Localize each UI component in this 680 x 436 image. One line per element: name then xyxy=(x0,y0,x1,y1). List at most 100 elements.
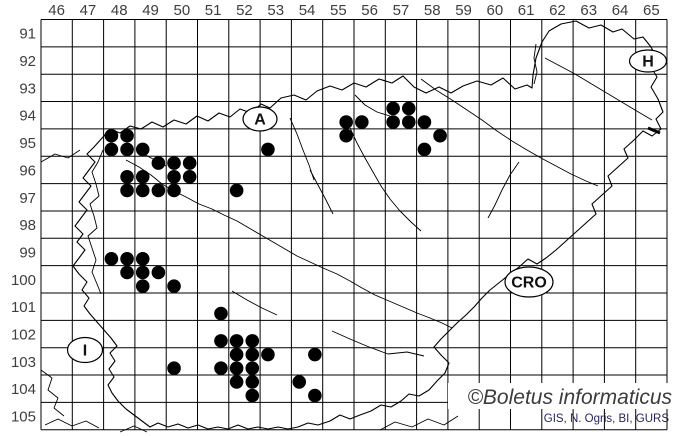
column-label: 48 xyxy=(111,2,128,19)
occurrence-dot xyxy=(135,265,150,280)
column-label: 63 xyxy=(580,2,597,19)
column-label: 57 xyxy=(393,2,410,19)
occurrence-dot xyxy=(386,101,400,116)
occurrence-dot xyxy=(245,361,260,376)
occurrence-dot xyxy=(245,375,260,389)
column-label: 52 xyxy=(236,2,253,19)
occurrence-dot xyxy=(120,265,134,280)
occurrence-dot xyxy=(120,252,134,266)
occurrence-dot xyxy=(120,128,134,143)
occurrence-dot xyxy=(104,128,119,143)
occurrence-dot xyxy=(151,156,166,170)
column-label: 53 xyxy=(267,2,284,19)
column-label: 50 xyxy=(174,2,191,19)
column-label: 47 xyxy=(80,2,97,19)
occurrence-dot xyxy=(104,142,119,157)
occurrence-dot xyxy=(245,388,260,403)
occurrence-dot xyxy=(229,347,244,362)
column-label: 49 xyxy=(142,2,159,19)
country-label-H: H xyxy=(642,54,654,71)
occurrence-dot xyxy=(167,279,181,293)
column-label: 65 xyxy=(643,2,660,19)
occurrence-dot xyxy=(120,142,134,157)
occurrence-dot xyxy=(135,279,150,293)
occurrence-dot xyxy=(401,101,416,116)
occurrence-dot xyxy=(229,334,244,348)
occurrence-dot xyxy=(167,169,181,184)
occurrence-dot xyxy=(214,334,228,348)
column-label: 46 xyxy=(48,2,65,19)
row-label: 100 xyxy=(11,272,36,289)
occurrence-dot xyxy=(151,265,166,280)
occurrence-dot xyxy=(135,252,150,266)
occurrence-dot xyxy=(104,252,119,266)
occurrence-dot xyxy=(339,128,353,143)
row-label: 102 xyxy=(11,327,36,344)
occurrence-dot xyxy=(433,128,447,143)
row-label: 103 xyxy=(11,354,36,371)
occurrence-dot xyxy=(229,375,244,389)
column-label: 56 xyxy=(361,2,378,19)
occurrence-dot xyxy=(120,183,134,198)
occurrence-dot xyxy=(417,115,432,129)
occurrence-dot xyxy=(135,183,150,198)
occurrence-dot xyxy=(229,183,244,198)
credit-backing xyxy=(448,383,676,409)
occurrence-dot xyxy=(355,115,369,129)
country-label-I: I xyxy=(83,343,87,360)
row-labels: 91 92 93 94 95 96 97 98 99 100 101 102 103 104 105 xyxy=(11,26,36,426)
occurrence-dot xyxy=(120,169,134,184)
occurrence-dot xyxy=(417,142,432,157)
country-ellipse-I xyxy=(66,336,104,364)
occurrence-dot xyxy=(401,115,416,129)
row-label: 93 xyxy=(19,80,36,97)
occurrence-dot xyxy=(261,347,275,362)
column-label: 62 xyxy=(549,2,566,19)
row-label: 99 xyxy=(19,244,36,261)
occurrence-dots xyxy=(104,101,447,403)
country-ellipse-A xyxy=(242,106,278,132)
column-label: 58 xyxy=(424,2,441,19)
occurrence-dot xyxy=(245,334,260,348)
column-label: 51 xyxy=(205,2,222,19)
country-labels: A H CRO I xyxy=(66,49,668,364)
column-label: 61 xyxy=(518,2,535,19)
row-label: 94 xyxy=(19,108,36,125)
occurrence-dot xyxy=(151,183,166,198)
occurrence-dot xyxy=(292,375,307,389)
column-labels: 46 47 48 49 50 51 52 53 54 55 56 57 58 59 60 61 62 63 64 65 xyxy=(48,2,659,19)
occurrence-dot xyxy=(308,388,322,403)
occurrence-dot xyxy=(167,361,181,376)
occurrence-dot xyxy=(135,169,150,184)
row-label: 92 xyxy=(19,53,36,70)
country-label-CRO: CRO xyxy=(511,275,547,292)
occurrence-dot xyxy=(135,142,150,157)
occurrence-dot xyxy=(229,361,244,376)
country-label-A: A xyxy=(254,112,266,129)
source-text: GIS, N. Ogris, BI, GURS xyxy=(544,413,670,425)
grid-lines xyxy=(40,19,668,431)
country-outline xyxy=(72,20,664,430)
occurrence-dot xyxy=(182,156,197,170)
row-label: 105 xyxy=(11,409,36,426)
row-label: 104 xyxy=(11,381,36,398)
row-label: 97 xyxy=(19,190,36,207)
occurrence-dot xyxy=(261,142,275,157)
occurrence-dot xyxy=(339,115,353,129)
column-label: 54 xyxy=(299,2,316,19)
column-label: 60 xyxy=(487,2,504,19)
occurrence-dot xyxy=(214,361,228,376)
column-label: 64 xyxy=(612,2,629,19)
column-label: 55 xyxy=(330,2,347,19)
row-label: 91 xyxy=(19,26,36,43)
row-label: 98 xyxy=(19,217,36,234)
occurrence-dot xyxy=(167,183,181,198)
column-label: 59 xyxy=(455,2,472,19)
occurrence-dot xyxy=(245,347,260,362)
watermark-text: ©Boletus informaticus xyxy=(467,386,672,409)
occurrence-dot xyxy=(386,115,400,129)
row-label: 101 xyxy=(11,299,36,316)
country-ellipse-CRO xyxy=(504,266,554,298)
